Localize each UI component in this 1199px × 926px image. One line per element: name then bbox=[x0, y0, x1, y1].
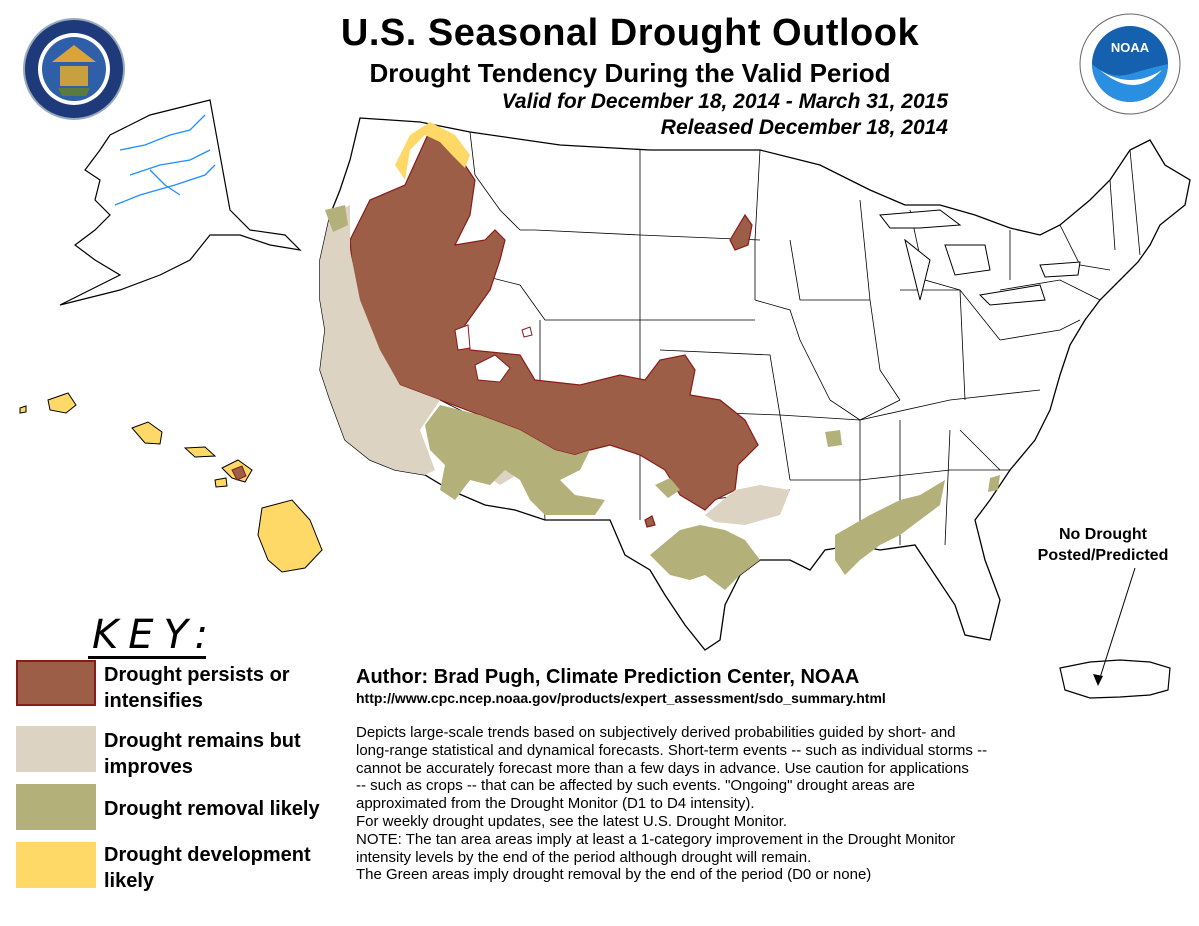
arrow-head bbox=[1093, 674, 1103, 686]
valid-period: Valid for December 18, 2014 - March 31, … bbox=[501, 90, 948, 113]
puerto-rico-note-line1: No Drought bbox=[1059, 526, 1147, 543]
page-title: U.S. Seasonal Drought Outlook bbox=[340, 12, 920, 54]
description-line: long-range statistical and dynamical for… bbox=[356, 741, 988, 759]
puerto-rico-note: No Drought Posted/Predicted bbox=[1018, 524, 1188, 566]
no-drought-holes bbox=[454, 324, 533, 383]
key-label-removal: Drought removal likely bbox=[104, 798, 320, 820]
description-line: Depicts large-scale trends based on subj… bbox=[356, 724, 956, 741]
puerto-rico bbox=[1059, 659, 1171, 699]
key-label-persists: Drought persists or intensifies bbox=[104, 664, 290, 712]
page-subtitle: Drought Tendency During the Valid Period bbox=[369, 58, 891, 88]
description-text: Depicts large-scale trends based on subj… bbox=[356, 724, 1116, 884]
description-line: intensity levels by the end of the perio… bbox=[356, 848, 812, 866]
release-date: Released December 18, 2014 bbox=[660, 116, 948, 139]
noaa-seal bbox=[1079, 13, 1181, 115]
drought-persists-areas bbox=[349, 129, 759, 528]
description-line: approximated from the Drought Monitor (D… bbox=[356, 795, 755, 813]
alaska bbox=[59, 99, 302, 306]
key-swatch-improves bbox=[16, 726, 96, 772]
drought-development-areas bbox=[395, 122, 470, 180]
key-label-improves: Drought remains but improves bbox=[104, 730, 301, 778]
hawaii bbox=[19, 392, 323, 573]
key-title: KEY: bbox=[92, 612, 218, 658]
puerto-rico-note-line2: Posted/Predicted bbox=[1037, 547, 1169, 564]
description-line: cannot be accurately forecast more than … bbox=[356, 759, 969, 777]
commerce-seal bbox=[23, 18, 125, 120]
description-line: -- such as crops -- that can be affected… bbox=[356, 777, 916, 795]
drought-removal-areas bbox=[325, 205, 1000, 590]
noaa-logo-text: NOAA bbox=[1110, 40, 1150, 55]
key-swatch-development bbox=[16, 842, 96, 888]
key-underline bbox=[88, 656, 206, 659]
key-label-development: Drought development likely bbox=[104, 844, 311, 892]
maui-persists bbox=[231, 465, 247, 481]
description-line: NOTE: The tan area areas imply at least … bbox=[356, 830, 956, 848]
key-swatch-removal bbox=[16, 784, 96, 830]
key-swatch-persists bbox=[16, 660, 96, 706]
description-line: The Green areas imply drought removal by… bbox=[356, 866, 872, 884]
description-line: For weekly drought updates, see the late… bbox=[356, 812, 788, 830]
source-url[interactable]: http://www.cpc.ncep.noaa.gov/products/ex… bbox=[356, 690, 886, 706]
puerto-rico-arrow bbox=[1097, 567, 1136, 685]
author-line: Author: Brad Pugh, Climate Prediction Ce… bbox=[356, 666, 860, 688]
great-lakes bbox=[879, 209, 1081, 306]
